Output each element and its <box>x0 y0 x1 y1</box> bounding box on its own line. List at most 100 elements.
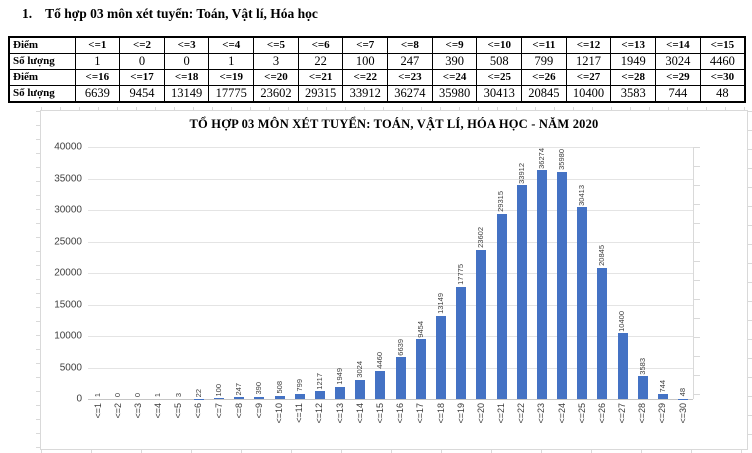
bar-slot: 13149 <box>431 147 451 399</box>
score-header-cell: <=27 <box>566 70 611 86</box>
score-header-cell: <=12 <box>566 37 611 54</box>
x-label-slot: <=25 <box>572 399 592 424</box>
count-value-cell: 100 <box>343 54 388 70</box>
score-header-cell: <=9 <box>432 37 477 54</box>
count-value-cell: 29315 <box>298 86 343 103</box>
x-label-slot: <=6 <box>189 399 209 419</box>
section-heading: 1. Tổ hợp 03 môn xét tuyển: Toán, Vật lí… <box>22 6 318 22</box>
count-value-cell: 1 <box>75 54 120 70</box>
data-label: 1949 <box>336 368 344 385</box>
data-label: 0 <box>134 393 142 397</box>
x-label-slot: <=20 <box>471 399 491 424</box>
x-tick-label: <=5 <box>174 403 183 419</box>
bar <box>577 207 587 399</box>
count-value-cell: 508 <box>477 54 522 70</box>
count-value-cell: 1217 <box>566 54 611 70</box>
score-header-cell: <=1 <box>75 37 120 54</box>
bar-slot: 390 <box>249 147 269 399</box>
score-header-cell: <=15 <box>700 37 745 54</box>
table-row: Điểm<=16<=17<=18<=19<=20<=21<=22<=23<=24… <box>9 70 745 86</box>
score-header-cell: <=25 <box>477 70 522 86</box>
count-value-cell: 390 <box>432 54 477 70</box>
data-label: 799 <box>296 379 304 392</box>
score-header-cell: <=11 <box>522 37 567 54</box>
x-label-slot: <=17 <box>411 399 431 424</box>
x-label-slot: <=3 <box>128 399 148 419</box>
bar-slot: 1949 <box>330 147 350 399</box>
x-tick-label: <=2 <box>114 403 123 419</box>
x-tick-label: <=16 <box>396 403 405 424</box>
x-tick-label: <=18 <box>437 403 446 424</box>
bar-slot: 20845 <box>592 147 612 399</box>
x-label-slot: <=8 <box>229 399 249 419</box>
count-value-cell: 744 <box>656 86 701 103</box>
x-tick-label: <=30 <box>679 403 688 424</box>
data-label: 17775 <box>457 264 465 285</box>
data-label: 3 <box>175 393 183 397</box>
bar-slot: 799 <box>290 147 310 399</box>
bar <box>557 172 567 399</box>
bar <box>618 333 628 399</box>
x-tick-label: <=23 <box>537 403 546 424</box>
score-header-cell: <=4 <box>209 37 254 54</box>
count-value-cell: 20845 <box>522 86 567 103</box>
x-label-slot: <=24 <box>552 399 572 424</box>
data-label: 744 <box>659 380 667 393</box>
count-value-cell: 3583 <box>611 86 656 103</box>
x-label-slot: <=29 <box>653 399 673 424</box>
frame-ticks-left <box>36 111 41 449</box>
x-tick-label: <=15 <box>376 403 385 424</box>
row-label-cell: Số lượng <box>9 54 75 70</box>
bar-slot: 508 <box>270 147 290 399</box>
score-header-cell: <=22 <box>343 70 388 86</box>
bar-slot: 3 <box>169 147 189 399</box>
bar <box>638 376 648 399</box>
score-header-cell: <=30 <box>700 70 745 86</box>
count-value-cell: 13149 <box>164 86 209 103</box>
count-value-cell: 799 <box>522 54 567 70</box>
y-tick-label: 20000 <box>54 268 82 279</box>
bar <box>335 387 345 399</box>
x-tick-label: <=14 <box>356 403 365 424</box>
x-label-slot: <=19 <box>451 399 471 424</box>
x-label-slot: <=14 <box>350 399 370 424</box>
x-label-slot: <=1 <box>88 399 108 419</box>
x-label-slot: <=12 <box>310 399 330 424</box>
score-header-cell: <=3 <box>164 37 209 54</box>
y-tick-label: 25000 <box>54 236 82 247</box>
x-label-slot: <=26 <box>592 399 612 424</box>
x-label-slot: <=21 <box>491 399 511 424</box>
x-tick-label: <=12 <box>315 403 324 424</box>
bar-slot: 48 <box>673 147 693 399</box>
data-label: 1217 <box>316 373 324 390</box>
data-label: 30413 <box>578 185 586 206</box>
x-tick-label: <=1 <box>94 403 103 419</box>
bar-slot: 0 <box>108 147 128 399</box>
bar <box>517 185 527 399</box>
bar-slot: 22 <box>189 147 209 399</box>
bar <box>476 250 486 399</box>
bar-slot: 35980 <box>552 147 572 399</box>
count-value-cell: 10400 <box>566 86 611 103</box>
x-label-slot: <=4 <box>149 399 169 419</box>
count-value-cell: 1949 <box>611 54 656 70</box>
x-tick-label: <=26 <box>598 403 607 424</box>
secondary-value-axis <box>693 147 700 399</box>
score-table-body: Điểm<=1<=2<=3<=4<=5<=6<=7<=8<=9<=10<=11<… <box>9 37 745 102</box>
data-label: 23602 <box>477 227 485 248</box>
x-label-slot: <=10 <box>270 399 290 424</box>
x-tick-label: <=10 <box>275 403 284 424</box>
frame-ticks-bottom <box>41 449 747 453</box>
x-label-slot: <=7 <box>209 399 229 419</box>
bar-slot: 100 <box>209 147 229 399</box>
x-label-slot: <=28 <box>633 399 653 424</box>
data-label: 29315 <box>497 191 505 212</box>
data-label: 4460 <box>376 352 384 369</box>
data-label: 9454 <box>417 321 425 338</box>
data-label: 35980 <box>558 149 566 170</box>
count-value-cell: 0 <box>120 54 165 70</box>
x-label-slot: <=16 <box>391 399 411 424</box>
data-label: 10400 <box>618 311 626 332</box>
